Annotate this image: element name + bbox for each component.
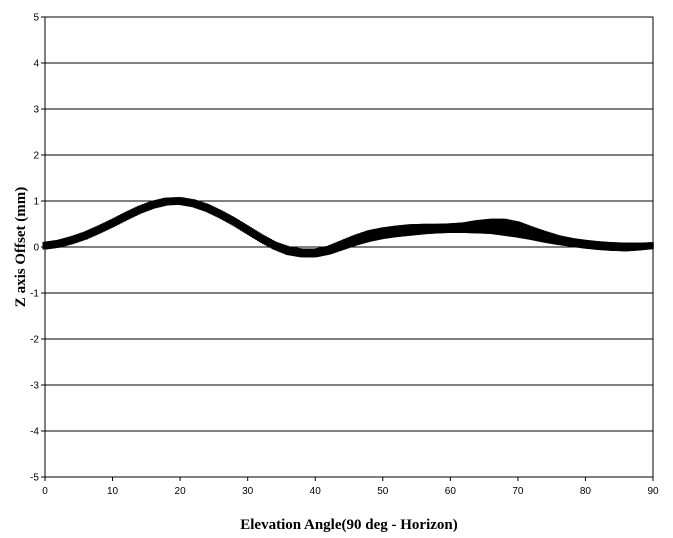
y-tick-label: 2 [33, 151, 39, 162]
y-tick-label: -2 [30, 335, 39, 346]
x-tick-labels: 0 10 20 30 40 50 60 70 80 90 [42, 477, 659, 497]
data-points [42, 197, 654, 258]
x-tick-label: 60 [445, 486, 457, 497]
x-tick-label: 70 [512, 486, 524, 497]
y-tick-label: -5 [30, 473, 39, 484]
x-tick-label: 50 [377, 486, 389, 497]
y-tick-labels: 5 4 3 2 1 0 -1 -2 -3 -4 -5 [30, 13, 45, 484]
y-tick-label: 3 [33, 105, 39, 116]
x-tick-label: 90 [647, 486, 659, 497]
y-tick-label: 4 [33, 59, 39, 70]
plot-area-border [44, 16, 654, 478]
x-axis-title: Elevation Angle(90 deg - Horizon) [240, 517, 458, 533]
y-tick-label: -1 [30, 289, 39, 300]
x-tick-label: 30 [242, 486, 254, 497]
x-tick-label: 20 [175, 486, 187, 497]
y-tick-label: 5 [33, 13, 39, 24]
x-tick-label: 40 [310, 486, 322, 497]
y-tick-label: 0 [33, 243, 39, 254]
y-axis-title: Z axis Offset (mm) [13, 187, 29, 307]
data-point [648, 242, 653, 249]
x-tick-label: 0 [42, 486, 48, 497]
x-tick-label: 10 [107, 486, 119, 497]
x-tick-label: 80 [580, 486, 592, 497]
y-tick-label: -3 [30, 381, 39, 392]
y-tick-label: 1 [33, 197, 39, 208]
y-tick-label: -4 [30, 427, 39, 438]
